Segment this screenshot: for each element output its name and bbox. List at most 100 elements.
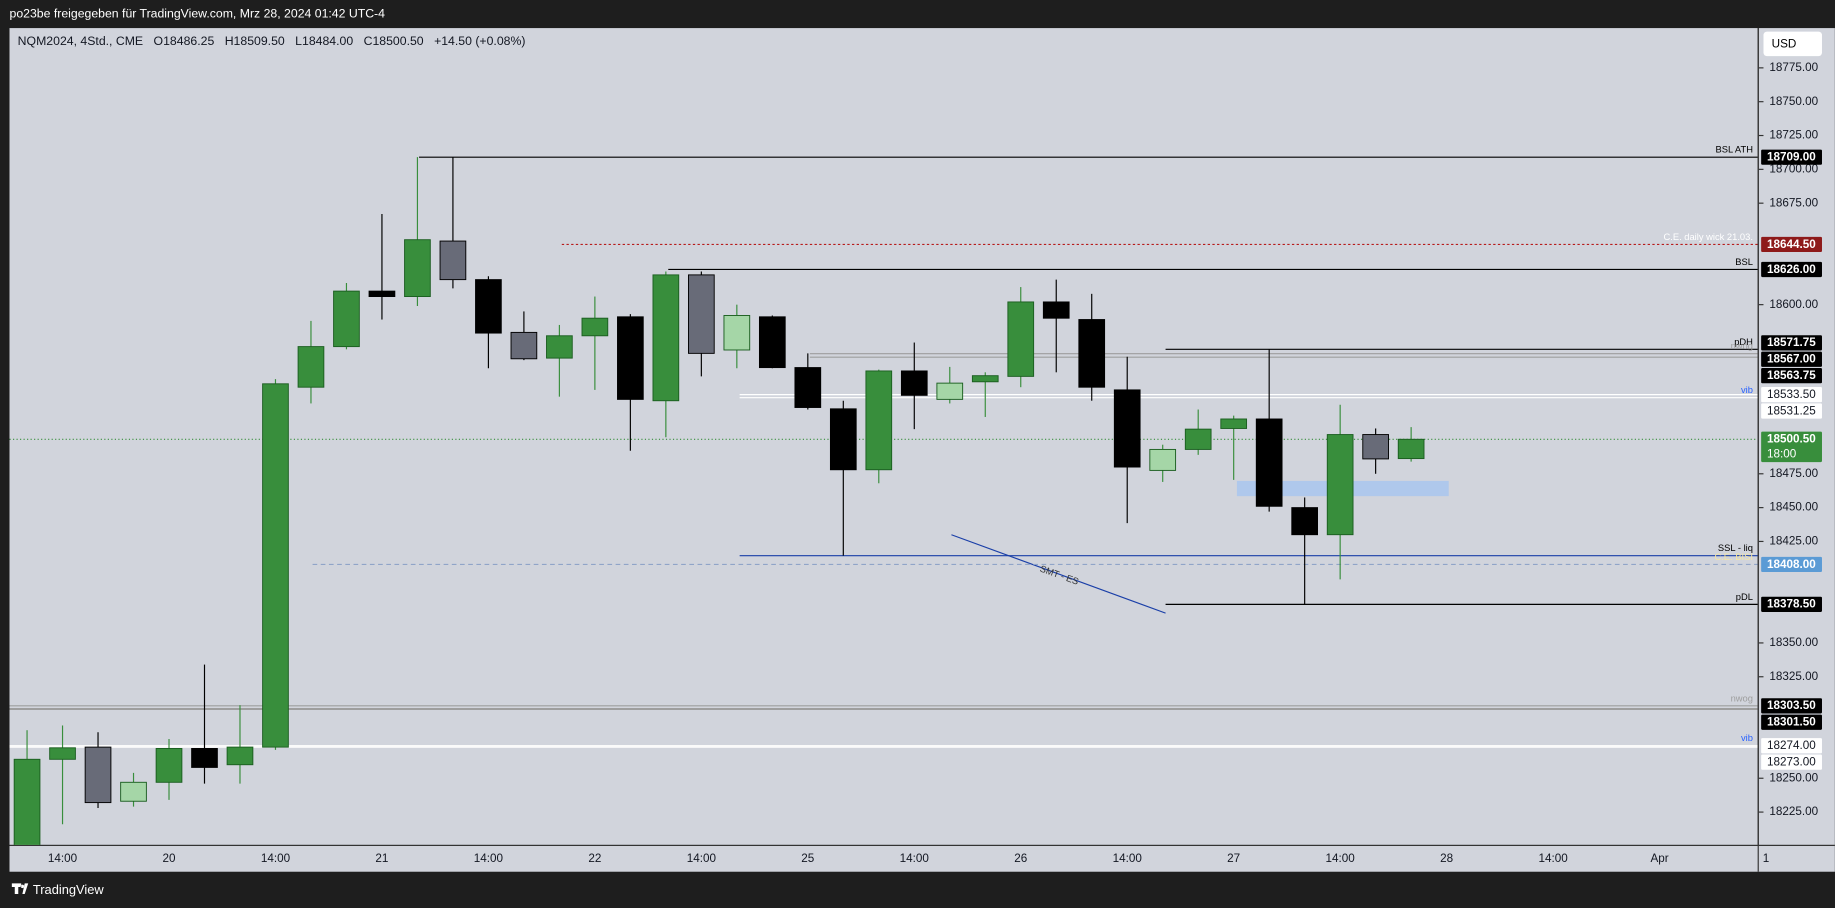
candle-body <box>475 279 502 334</box>
candle-body <box>439 240 467 281</box>
candle-body <box>581 317 609 337</box>
symbol: NQM2024, 4Std., CME <box>18 34 143 48</box>
y-tick-label: 18675.00 <box>1769 196 1818 209</box>
price-label: 18626.00 <box>1767 263 1816 276</box>
candle-body <box>368 290 396 298</box>
price-label: 18303.50 <box>1767 699 1816 712</box>
price-label-box <box>1761 351 1822 367</box>
plot: SMT - ES <box>9 156 1758 845</box>
candle-body <box>829 408 857 471</box>
price-label: 18273.00 <box>1767 755 1816 768</box>
price-label-box <box>1761 596 1822 612</box>
candle-body <box>1291 507 1319 536</box>
level-text: nwog <box>1731 341 1753 351</box>
x-tick-label: 1 <box>1763 852 1770 865</box>
currency[interactable]: USD <box>1772 38 1797 51</box>
candle-body <box>1007 301 1035 377</box>
ohlc: H18509.50 <box>225 34 285 48</box>
x-tick-label: 25 <box>801 852 815 865</box>
y-tick-label: 18225.00 <box>1769 805 1818 818</box>
y-tick-label: 18600.00 <box>1769 298 1818 311</box>
x-tick-label: 27 <box>1227 852 1240 865</box>
x-tick-label: 14:00 <box>1113 852 1143 865</box>
level-text: SSL - liq <box>1718 543 1753 553</box>
x-tick-label: 21 <box>375 852 388 865</box>
candle-body <box>1149 448 1177 471</box>
candle-body <box>1255 418 1283 507</box>
candle-body <box>1184 428 1212 450</box>
candle-body <box>1397 438 1425 460</box>
candle-body <box>794 367 822 408</box>
level-text: vib <box>1741 385 1753 395</box>
y-tick-label: 18475.00 <box>1769 467 1818 480</box>
x-tick-label: 14:00 <box>261 852 291 865</box>
candle-body <box>617 316 644 400</box>
candle-body <box>333 290 360 348</box>
candle-body <box>297 346 325 388</box>
candle-body <box>723 315 751 351</box>
candle-body <box>155 748 183 783</box>
x-tick-label: Apr <box>1650 852 1668 865</box>
brand: TradingView <box>33 882 104 897</box>
ohlc: C18500.50 <box>364 34 424 48</box>
level-text: vib <box>1741 733 1753 743</box>
ohlc: O18486.25 <box>154 34 215 48</box>
x-tick-label: 26 <box>1014 852 1027 865</box>
candle-body <box>1362 434 1389 460</box>
level-text: BSL <box>1735 257 1753 267</box>
candle-body <box>546 335 573 359</box>
x-tick-label: 14:00 <box>474 852 504 865</box>
price-label-box <box>1761 335 1822 351</box>
x-tick-label: 14:00 <box>1326 852 1356 865</box>
price-label: 18301.50 <box>1767 716 1816 729</box>
x-tick-label: 20 <box>163 852 177 865</box>
y-tick-label: 18700.00 <box>1769 162 1818 175</box>
price-label-box <box>1761 754 1822 770</box>
candle-body <box>900 370 928 396</box>
x-tick-label: 14:00 <box>900 852 930 865</box>
level-text: C.E. daily wick 21.03. <box>1663 232 1752 242</box>
y-tick-label: 18250.00 <box>1769 771 1818 784</box>
price-label-box <box>1761 556 1822 573</box>
y-tick-label: 18775.00 <box>1769 61 1818 74</box>
price-label-box <box>1761 236 1822 253</box>
share-text: po23be freigegeben für TradingView.com, … <box>10 6 386 20</box>
candle-body <box>758 316 786 369</box>
price-label: 18567.00 <box>1767 353 1816 366</box>
y-tick-label: 18325.00 <box>1769 670 1818 683</box>
price-label: 18408.00 <box>1767 558 1816 571</box>
candle-body <box>652 274 680 402</box>
smt-line <box>951 534 1166 614</box>
brand-logo <box>11 883 29 894</box>
time-axis <box>9 844 1835 872</box>
candle-body <box>191 748 218 768</box>
candle-body <box>262 383 289 748</box>
price-label: 18563.75 <box>1767 369 1816 382</box>
currency-button[interactable] <box>1763 31 1822 57</box>
y-tick-label: 18350.00 <box>1769 636 1818 649</box>
candle-body <box>120 781 147 802</box>
price-label-box <box>1761 261 1822 278</box>
price-label: 18274.00 <box>1767 739 1816 752</box>
candle-body <box>1220 418 1248 429</box>
level-text: C.E. BISI <box>1714 552 1753 562</box>
price-label: 18571.75 <box>1767 336 1816 349</box>
price-label-box <box>1761 431 1822 463</box>
candle-body <box>1078 319 1106 388</box>
x-tick-label: 14:00 <box>687 852 717 865</box>
candle-body <box>404 239 431 298</box>
candle-body <box>971 375 999 383</box>
candle-body <box>84 746 112 804</box>
y-tick-label: 18450.00 <box>1769 501 1818 514</box>
price-label: 18533.50 <box>1767 388 1816 401</box>
price-label: 18378.50 <box>1767 598 1816 611</box>
price-label-box <box>1761 714 1822 730</box>
candle-body <box>865 370 893 471</box>
price-label-sub: 18:00 <box>1767 448 1797 461</box>
level-text: pDH <box>1734 337 1753 347</box>
price-label: 18644.50 <box>1767 238 1816 251</box>
price-label-box <box>1761 403 1822 419</box>
change: +14.50 (+0.08%) <box>434 34 525 48</box>
y-tick-label: 18725.00 <box>1769 129 1818 142</box>
